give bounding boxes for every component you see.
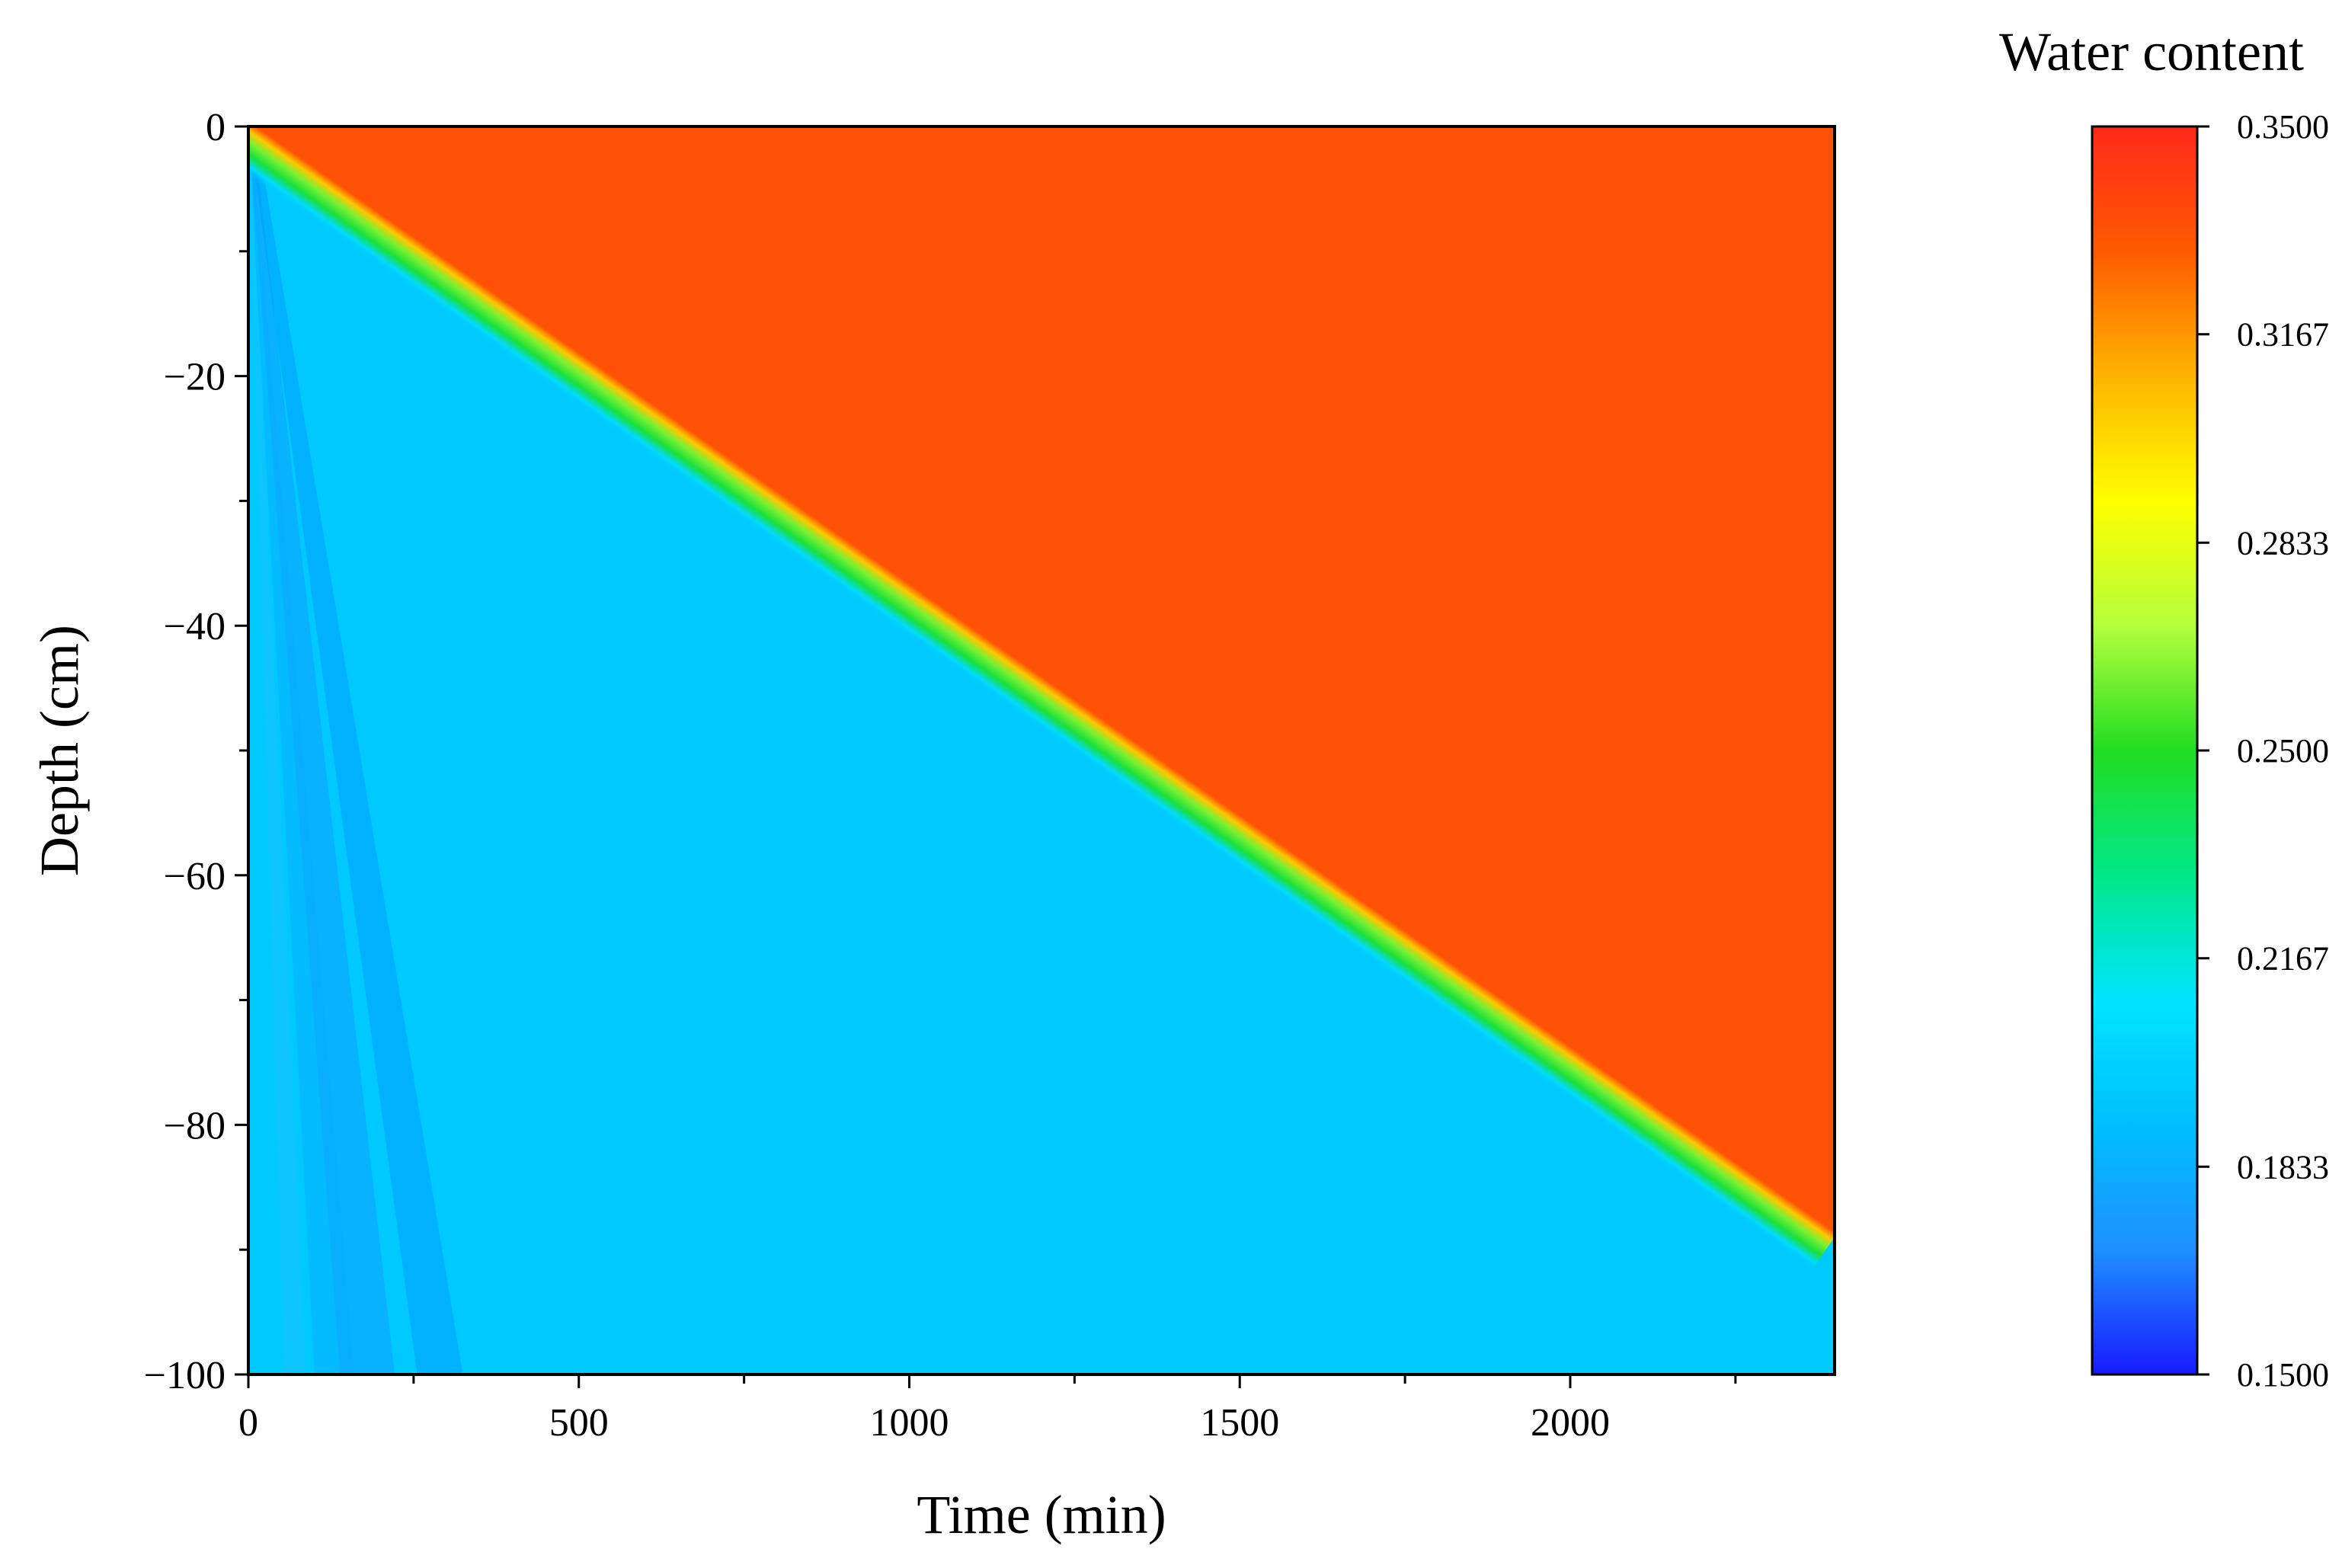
colorbar-tick-label: 0.2500 <box>2237 732 2329 770</box>
colorbar-tick-label: 0.1500 <box>2237 1356 2329 1394</box>
early-time-streak <box>248 126 306 1374</box>
y-tick-label: −40 <box>164 605 226 648</box>
colorbar-tick-label: 0.3167 <box>2237 316 2329 354</box>
x-tick-label: 2000 <box>1531 1401 1610 1445</box>
x-axis: 0 500 1000 1500 2000 <box>238 1374 1737 1445</box>
colorbar-title: Water content <box>1999 21 2304 82</box>
wetting-front-band <box>248 126 1835 1270</box>
colorbar-tick-label: 0.2167 <box>2237 940 2329 978</box>
colorbar-tick-label: 0.2833 <box>2237 524 2329 562</box>
x-tick-label: 500 <box>549 1401 609 1445</box>
colorbar-ticks: 0.3500 0.3167 0.2833 0.2500 0.2167 0.1833 0.15… <box>2197 108 2329 1394</box>
y-tick-label: −20 <box>164 356 226 399</box>
y-tick-label: −80 <box>164 1104 226 1147</box>
y-tick-label: −60 <box>164 855 226 898</box>
colorbar-tick-label: 0.1833 <box>2237 1148 2329 1186</box>
y-tick-label: −100 <box>144 1354 226 1397</box>
x-tick-label: 1500 <box>1200 1401 1279 1445</box>
y-tick-label: 0 <box>206 106 226 149</box>
colorbar <box>2092 126 2197 1374</box>
early-time-streak <box>248 126 463 1374</box>
y-axis: 0 −20 −40 −60 −80 −100 <box>144 106 248 1397</box>
y-axis-title: Depth (cm) <box>29 625 90 876</box>
colorbar-tick-label: 0.3500 <box>2237 108 2329 146</box>
x-tick-label: 1000 <box>870 1401 949 1445</box>
heatmap-plot-area <box>248 126 1835 1374</box>
early-time-streak <box>248 126 395 1374</box>
early-time-streak <box>248 126 354 1374</box>
x-axis-title: Time (min) <box>917 1484 1166 1545</box>
x-tick-label: 0 <box>238 1401 258 1445</box>
